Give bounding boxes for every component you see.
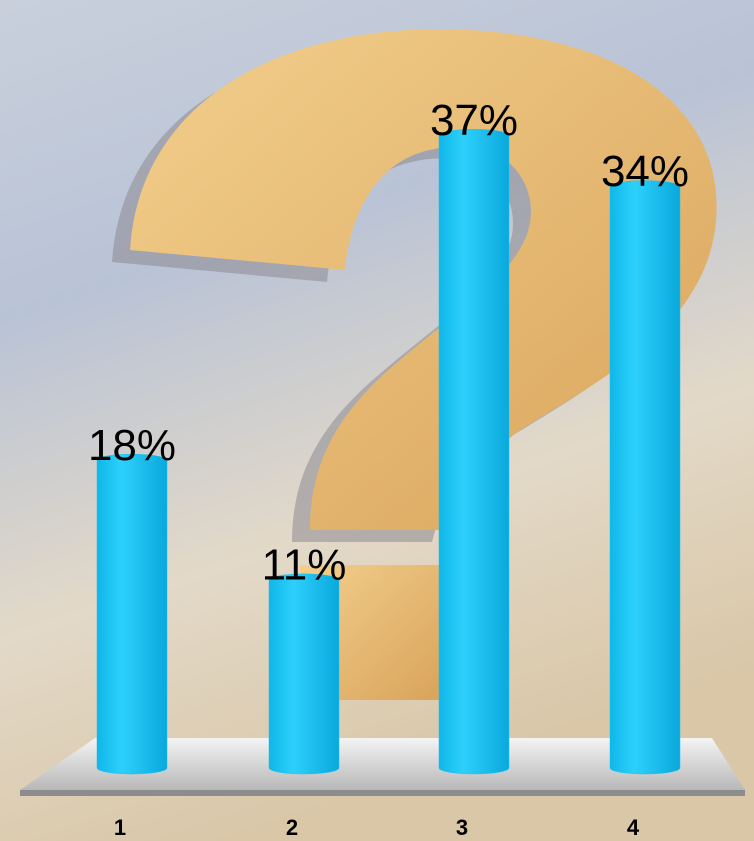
value-label: 34% xyxy=(601,147,689,196)
value-label: 11% xyxy=(262,541,347,590)
bar xyxy=(96,453,168,775)
floor xyxy=(20,738,745,790)
x-tick-label: 1 xyxy=(114,815,126,840)
x-tick-label: 4 xyxy=(627,815,640,840)
x-tick-label: 3 xyxy=(456,815,468,840)
question-mark xyxy=(130,29,717,530)
bar xyxy=(609,180,681,775)
bar xyxy=(438,129,510,775)
value-label: 37% xyxy=(430,96,518,145)
x-tick-label: 2 xyxy=(286,815,298,840)
bar xyxy=(268,573,340,775)
floor-edge xyxy=(20,790,745,796)
value-label: 18% xyxy=(88,421,176,470)
